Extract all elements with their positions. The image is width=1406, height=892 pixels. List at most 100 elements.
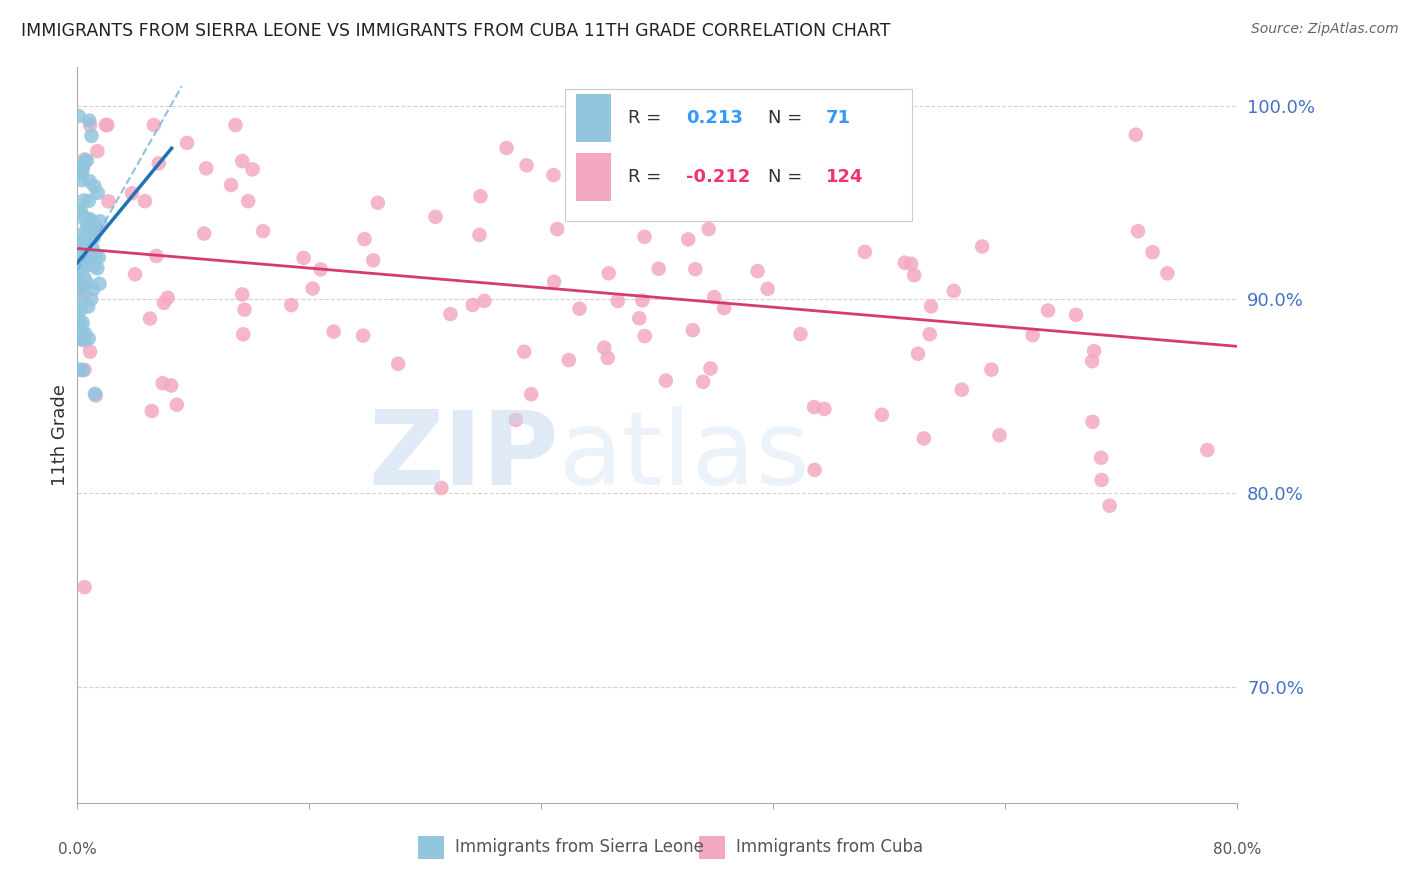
Point	[231, 287, 253, 301]
FancyBboxPatch shape	[565, 89, 912, 221]
Point	[942, 284, 965, 298]
Point	[920, 300, 942, 314]
Point	[82, 241, 104, 255]
Point	[907, 347, 929, 361]
Point	[1081, 354, 1104, 368]
Point	[73, 232, 96, 246]
Point	[568, 301, 591, 316]
Point	[280, 298, 302, 312]
Point	[75, 246, 97, 260]
Point	[70, 244, 93, 258]
Point	[1156, 266, 1178, 280]
Point	[870, 408, 893, 422]
Point	[84, 252, 107, 266]
Point	[894, 255, 917, 269]
Point	[139, 311, 162, 326]
Point	[83, 179, 105, 194]
Point	[292, 251, 315, 265]
Point	[121, 186, 143, 201]
Point	[1125, 128, 1147, 142]
Point	[89, 277, 111, 291]
Point	[301, 281, 323, 295]
Point	[72, 158, 94, 172]
Point	[72, 316, 94, 330]
Point	[988, 428, 1011, 442]
Point	[67, 254, 90, 268]
Point	[72, 244, 94, 258]
Point	[470, 189, 492, 203]
Point	[73, 260, 96, 274]
Point	[69, 332, 91, 346]
Point	[1064, 308, 1087, 322]
Text: 0.213: 0.213	[686, 110, 744, 128]
Text: atlas: atlas	[558, 407, 810, 508]
Point	[66, 300, 89, 314]
Point	[193, 227, 215, 241]
Point	[474, 293, 496, 308]
Point	[309, 262, 332, 277]
Point	[219, 178, 242, 192]
Point	[697, 222, 720, 236]
Point	[468, 227, 491, 242]
Point	[73, 580, 96, 594]
Point	[72, 363, 94, 377]
Text: 124: 124	[825, 169, 863, 186]
Text: -0.212: -0.212	[686, 169, 751, 186]
Point	[79, 113, 101, 128]
Point	[124, 267, 146, 281]
Point	[711, 146, 734, 161]
Point	[1036, 303, 1059, 318]
Point	[233, 302, 256, 317]
Point	[77, 222, 100, 236]
Point	[69, 292, 91, 306]
Point	[352, 328, 374, 343]
Point	[142, 118, 165, 132]
Point	[69, 280, 91, 294]
Point	[176, 136, 198, 150]
Point	[73, 154, 96, 169]
Point	[72, 227, 94, 241]
Point	[1021, 328, 1043, 343]
Point	[647, 261, 669, 276]
Point	[692, 375, 714, 389]
Point	[69, 313, 91, 327]
Point	[596, 351, 619, 365]
Text: IMMIGRANTS FROM SIERRA LEONE VS IMMIGRANTS FROM CUBA 11TH GRADE CORRELATION CHAR: IMMIGRANTS FROM SIERRA LEONE VS IMMIGRAN…	[21, 22, 890, 40]
Point	[367, 195, 389, 210]
Point	[242, 162, 264, 177]
Point	[72, 260, 94, 274]
Point	[516, 158, 538, 172]
Text: 0.0%: 0.0%	[58, 841, 97, 856]
Point	[152, 376, 174, 391]
Point	[1126, 224, 1149, 238]
Text: 71: 71	[825, 110, 851, 128]
Point	[387, 357, 409, 371]
Point	[94, 118, 117, 132]
Point	[80, 128, 103, 143]
Point	[903, 268, 925, 283]
Point	[75, 238, 97, 252]
Point	[631, 293, 654, 308]
Point	[166, 398, 188, 412]
Point	[73, 153, 96, 167]
Point	[322, 325, 344, 339]
Text: R =: R =	[628, 169, 668, 186]
Point	[67, 109, 90, 123]
Point	[1083, 344, 1105, 359]
Point	[97, 194, 120, 209]
Point	[89, 214, 111, 228]
Point	[972, 239, 994, 253]
Text: N =: N =	[768, 110, 807, 128]
Point	[361, 253, 384, 268]
Point	[75, 326, 97, 341]
Text: Immigrants from Cuba: Immigrants from Cuba	[737, 838, 924, 856]
Point	[70, 249, 93, 263]
Point	[900, 257, 922, 271]
Point	[70, 280, 93, 294]
Text: Immigrants from Sierra Leone: Immigrants from Sierra Leone	[456, 838, 704, 856]
Point	[912, 432, 935, 446]
Text: Source: ZipAtlas.com: Source: ZipAtlas.com	[1251, 22, 1399, 37]
Point	[606, 293, 628, 308]
Point	[713, 301, 735, 315]
Point	[73, 286, 96, 301]
